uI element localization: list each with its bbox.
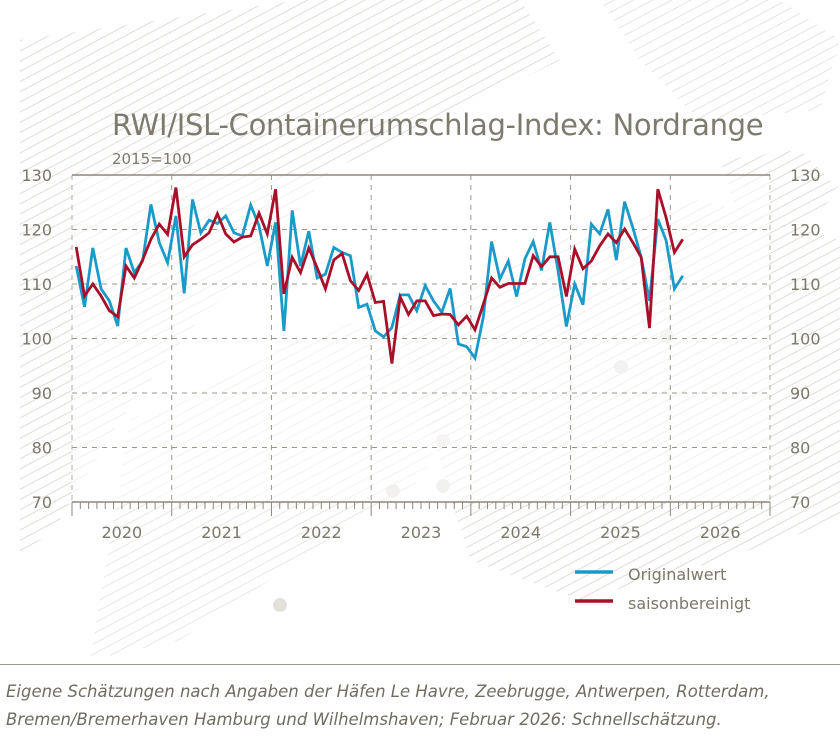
footer-note: Eigene Schätzungen nach Angaben der Häfe…: [6, 678, 836, 734]
y-tick-label-left: 90: [32, 384, 52, 403]
legend: Originalwert saisonbereinigt: [575, 565, 750, 613]
x-tick-label: 2020: [101, 523, 142, 542]
y-tick-label-left: 80: [32, 439, 52, 458]
chart-title: RWI/ISL-Containerumschlag-Index: Nordran…: [112, 108, 764, 142]
series: [74, 187, 684, 364]
legend-label-originalwert: Originalwert: [628, 565, 726, 584]
x-tick-label: 2022: [301, 523, 342, 542]
x-tick-label: 2023: [401, 523, 442, 542]
y-tick-label-left: 130: [21, 166, 52, 185]
y-tick-label-right: 110: [790, 275, 821, 294]
y-tick-label-right: 90: [790, 384, 810, 403]
footer-line-1: Eigene Schätzungen nach Angaben der Häfe…: [6, 682, 770, 701]
y-tick-label-right: 70: [790, 493, 810, 512]
x-tick-label: 2025: [600, 523, 641, 542]
footer-divider: [0, 664, 840, 665]
y-tick-label-left: 70: [32, 493, 52, 512]
x-tick-label: 2021: [201, 523, 242, 542]
y-tick-label-right: 80: [790, 439, 810, 458]
axes: 70 70 80 80 90 90 100 100 110 110 120 120 130 130 2020…: [21, 166, 820, 542]
y-tick-label-right: 120: [790, 221, 821, 240]
series-line-saisonbereinigt: [74, 187, 684, 364]
x-tick-label: 2024: [500, 523, 541, 542]
y-tick-label-right: 130: [790, 166, 821, 185]
y-tick-label-left: 100: [21, 330, 52, 349]
y-tick-label-left: 120: [21, 221, 52, 240]
chart-subtitle: 2015=100: [112, 150, 192, 168]
y-tick-label-left: 110: [21, 275, 52, 294]
legend-label-saisonbereinigt: saisonbereinigt: [628, 594, 750, 613]
x-tick-label: 2026: [700, 523, 741, 542]
footer-line-2: Bremen/Bremerhaven Hamburg und Wilhelmsh…: [6, 710, 722, 729]
series-line-originalwert: [74, 199, 684, 362]
y-tick-label-right: 100: [790, 330, 821, 349]
